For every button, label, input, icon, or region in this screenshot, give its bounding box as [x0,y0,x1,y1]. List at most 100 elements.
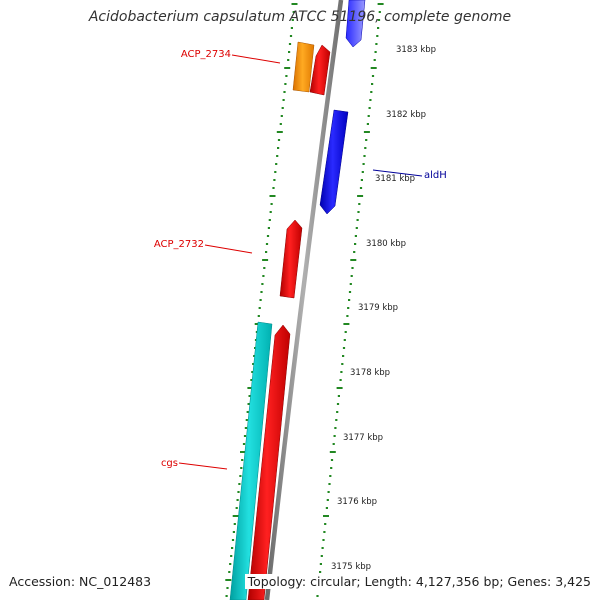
outer-ruler-mark [262,259,269,261]
inner-ruler-mark [361,171,364,173]
inner-ruler-mark [342,355,345,357]
outer-ruler-mark [269,195,276,197]
inner-ruler-mark [324,523,327,525]
outer-ruler-mark [268,219,271,221]
outer-ruler-mark [266,235,270,237]
outer-ruler-mark [236,499,239,501]
inner-ruler-mark [364,147,367,149]
outer-ruler-mark [292,11,295,13]
outer-ruler-mark [273,179,276,181]
inner-ruler-mark [329,451,336,453]
inner-ruler-mark [350,275,353,277]
gene-label-cgs[interactable]: cgs [161,458,178,469]
gene-acp-2732[interactable] [279,219,303,299]
outer-ruler-mark [290,27,293,29]
outer-ruler-mark [276,155,279,157]
inner-ruler-mark [319,571,322,573]
inner-ruler-mark [326,499,329,501]
inner-ruler-mark [365,139,368,141]
inner-ruler-mark [353,251,356,253]
outer-ruler-mark [248,395,251,397]
inner-ruler-mark [371,83,374,85]
outer-ruler-mark [231,539,235,541]
outer-ruler-mark [260,291,263,293]
outer-ruler-mark [291,19,294,21]
leader-aldh [372,169,423,177]
inner-ruler-mark [357,195,364,197]
gene-label-aldh[interactable]: aldH [424,170,447,181]
outer-ruler-mark [245,419,248,421]
outer-ruler-mark [288,43,292,45]
tick-label-3182: 3182 kbp [386,110,426,120]
inner-ruler-mark [357,211,360,213]
inner-ruler-mark [340,371,343,373]
inner-ruler-mark [370,67,377,69]
outer-ruler-mark [269,211,272,213]
inner-ruler-mark [343,323,350,325]
outer-ruler-mark [252,363,255,365]
inner-ruler-mark [336,411,339,413]
outer-ruler-mark [259,299,262,301]
gene-acp-2734-red[interactable] [309,44,331,96]
inner-ruler-mark [322,539,325,541]
outer-ruler-mark [275,163,278,165]
inner-ruler-mark [378,11,381,13]
outer-ruler-mark [285,75,288,77]
outer-ruler-mark [244,427,247,429]
inner-ruler-mark [366,123,369,125]
inner-ruler-mark [374,51,377,53]
outer-ruler-mark [258,307,261,309]
tick-label-3176: 3176 kbp [337,497,377,507]
inner-ruler-mark [355,227,358,229]
genome-backbone [264,0,344,601]
gene-top-reverse[interactable] [345,0,366,48]
tick-label-3181: 3181 kbp [375,174,415,184]
outer-ruler-mark [232,515,239,517]
inner-ruler-mark [354,243,357,245]
tick-label-3178: 3178 kbp [350,368,390,378]
outer-ruler-mark [267,227,270,229]
gene-label-acp-2734[interactable]: ACP_2734 [181,49,231,60]
tick-label-3175: 3175 kbp [331,562,371,572]
outer-ruler-mark [261,283,264,285]
gene-aldh[interactable] [319,109,349,215]
inner-ruler-mark [377,19,381,21]
inner-ruler-mark [373,59,376,61]
outer-ruler-mark [253,355,256,357]
outer-ruler-mark [279,123,282,125]
outer-ruler-mark [243,435,247,437]
outer-ruler-mark [251,371,254,373]
inner-ruler-mark [371,75,375,77]
inner-ruler-mark [367,115,370,117]
outer-ruler-mark [283,91,286,93]
outer-ruler-mark [226,587,229,589]
outer-ruler-mark [263,267,266,269]
outer-ruler-mark [265,243,269,245]
leader-acp-2732 [204,244,253,254]
inner-ruler-mark [360,179,363,181]
outer-ruler-mark [225,595,228,597]
inner-ruler-mark [336,387,343,389]
outer-ruler-mark [247,387,254,389]
inner-ruler-mark [377,3,384,5]
inner-ruler-mark [319,563,322,565]
gene-label-acp-2732[interactable]: ACP_2732 [154,239,204,250]
inner-ruler-mark [328,483,331,485]
inner-ruler-mark [368,107,371,109]
outer-ruler-mark [240,467,243,469]
outer-ruler-mark [231,547,234,549]
outer-ruler-mark [257,315,260,317]
inner-ruler-mark [335,419,338,421]
outer-ruler-mark [289,35,293,37]
inner-ruler-mark [354,235,357,237]
tick-label-3180: 3180 kbp [366,239,406,249]
outer-ruler-mark [280,115,283,117]
inner-ruler-mark [332,443,335,445]
outer-ruler-mark [242,443,246,445]
gene-cgs-adjacent-red[interactable] [247,324,291,601]
inner-ruler-mark [351,267,354,269]
outer-ruler-mark [265,251,268,253]
outer-ruler-mark [274,171,277,173]
gene-acp-2734-orange[interactable] [292,41,315,93]
inner-ruler-mark [344,331,347,333]
